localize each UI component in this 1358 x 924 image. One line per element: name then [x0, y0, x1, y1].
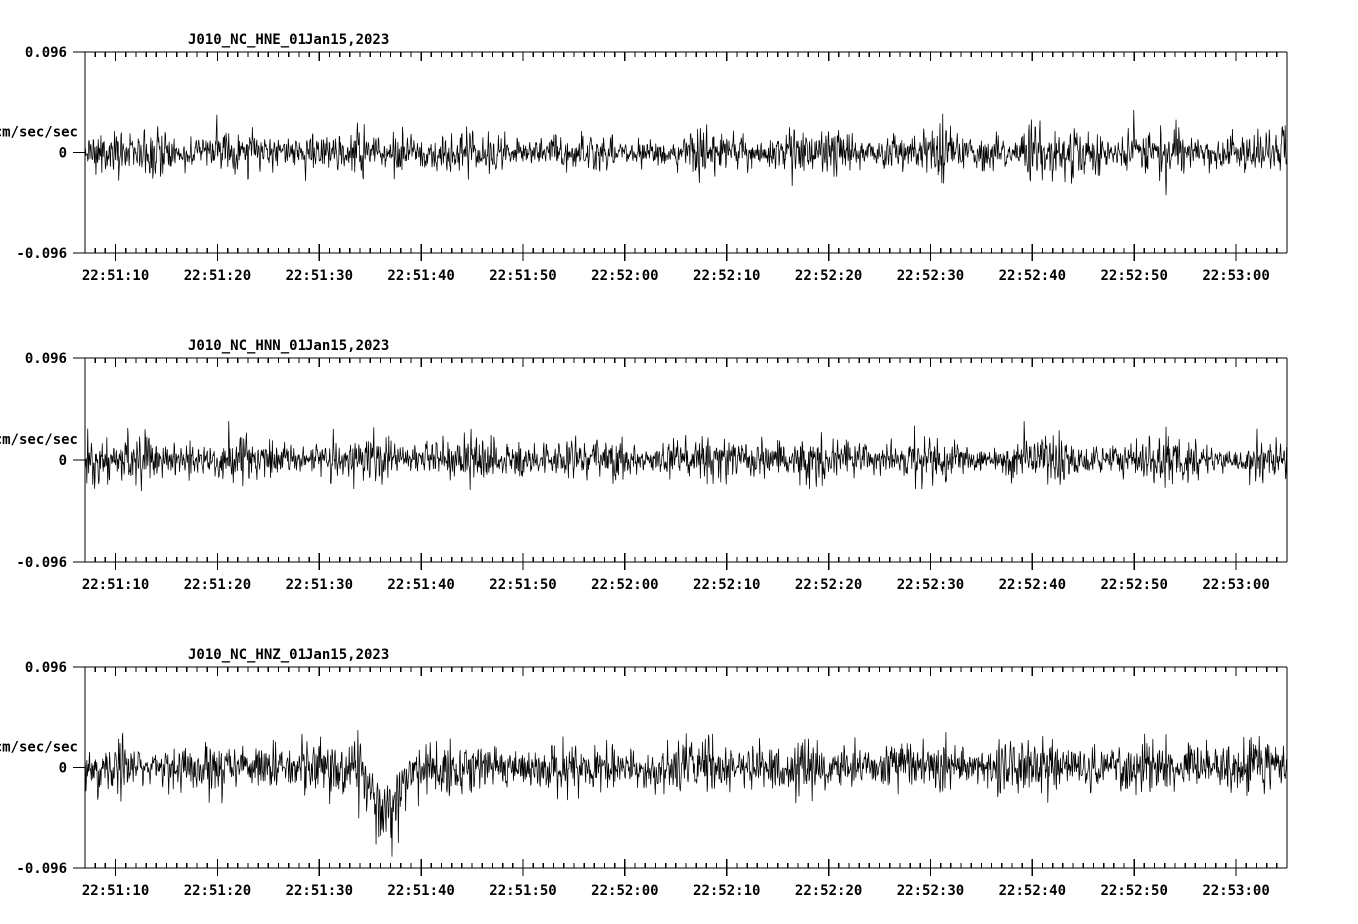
x-axis-tick-label: 22:52:00: [591, 268, 658, 284]
y-axis-max-label: 0.096: [25, 660, 67, 676]
waveform-trace-hnn: [84, 420, 1288, 492]
x-axis-tick-label: 22:52:30: [897, 577, 964, 593]
y-axis-zero-label: 0: [59, 761, 67, 777]
seismogram-panel-hne: J010_NC_HNE_01 Jan15,2023 0.096 0 -0.096 cm/s…: [0, 22, 1358, 295]
seismogram-panel-hnz: J010_NC_HNZ_01 Jan15,2023 0.096 0 -0.096 cm/s…: [0, 637, 1358, 910]
y-axis-zero-label: 0: [59, 146, 67, 162]
y-axis-unit-label: cm/sec/sec: [0, 740, 78, 756]
y-axis-end-ticks: [73, 51, 85, 254]
waveform-trace-hne: [84, 110, 1288, 196]
x-axis-tick-label: 22:51:20: [184, 268, 251, 284]
x-axis-tick-label: 22:51:40: [387, 268, 454, 284]
x-axis-tick-label: 22:52:40: [999, 268, 1066, 284]
y-axis-min-label: -0.096: [16, 555, 67, 571]
y-axis-min-label: -0.096: [16, 861, 67, 877]
x-axis-tick-label: 22:51:20: [184, 883, 251, 899]
x-axis-tick-label: 22:51:30: [286, 883, 353, 899]
x-axis-tick-label: 22:52:20: [795, 883, 862, 899]
seismogram-panel-hnn: J010_NC_HNN_01 Jan15,2023 0.096 0 -0.096 cm/s…: [0, 328, 1358, 604]
x-axis-tick-label: 22:51:50: [489, 883, 556, 899]
y-axis-unit-label: cm/sec/sec: [0, 125, 78, 141]
y-axis-zero-label: 0: [59, 453, 67, 469]
x-axis-tick-label: 22:52:50: [1100, 883, 1167, 899]
x-axis-tick-label: 22:52:00: [591, 883, 658, 899]
x-axis-tick-label: 22:51:50: [489, 577, 556, 593]
waveform-trace-hnz: [84, 730, 1288, 857]
x-axis-tick-label: 22:52:50: [1100, 268, 1167, 284]
x-axis-tick-label: 22:52:10: [693, 577, 760, 593]
x-axis-tick-label: 22:52:10: [693, 883, 760, 899]
x-axis-tick-label: 22:52:20: [795, 577, 862, 593]
x-axis-tick-label: 22:51:30: [286, 577, 353, 593]
x-axis-tick-label: 22:51:20: [184, 577, 251, 593]
x-axis-tick-label: 22:52:30: [897, 883, 964, 899]
x-axis-tick-label: 22:53:00: [1202, 577, 1269, 593]
panel-title-station: J010_NC_HNE_01: [188, 32, 306, 48]
panel-title-station: J010_NC_HNZ_01: [188, 647, 306, 663]
panel-title-date: Jan15,2023: [305, 32, 389, 48]
x-axis-tick-label: 22:51:50: [489, 268, 556, 284]
x-axis-tick-label: 22:51:10: [82, 268, 149, 284]
panel-title-date: Jan15,2023: [305, 338, 389, 354]
x-axis-tick-label: 22:51:10: [82, 883, 149, 899]
x-axis-tick-label: 22:51:10: [82, 577, 149, 593]
x-axis-tick-label: 22:51:40: [387, 883, 454, 899]
x-axis-tick-label: 22:52:30: [897, 268, 964, 284]
x-axis-tick-label: 22:52:40: [999, 883, 1066, 899]
y-axis-end-ticks: [73, 357, 85, 563]
x-axis-tick-label: 22:52:50: [1100, 577, 1167, 593]
panel-title-date: Jan15,2023: [305, 647, 389, 663]
y-axis-max-label: 0.096: [25, 351, 67, 367]
x-axis-tick-label: 22:51:40: [387, 577, 454, 593]
x-axis-ticks: [84, 358, 1288, 570]
x-axis-tick-label: 22:52:40: [999, 577, 1066, 593]
x-axis-tick-label: 22:53:00: [1202, 883, 1269, 899]
x-axis-tick-label: 22:53:00: [1202, 268, 1269, 284]
x-axis-tick-label: 22:51:30: [286, 268, 353, 284]
x-axis-tick-label: 22:52:20: [795, 268, 862, 284]
panel-title-station: J010_NC_HNN_01: [188, 338, 306, 354]
x-axis-ticks: [84, 52, 1288, 261]
y-axis-unit-label: cm/sec/sec: [0, 432, 78, 448]
x-axis-tick-label: 22:52:10: [693, 268, 760, 284]
y-axis-min-label: -0.096: [16, 246, 67, 262]
x-axis-ticks: [84, 667, 1288, 876]
y-axis-end-ticks: [73, 666, 85, 869]
x-axis-tick-label: 22:52:00: [591, 577, 658, 593]
y-axis-max-label: 0.096: [25, 45, 67, 61]
